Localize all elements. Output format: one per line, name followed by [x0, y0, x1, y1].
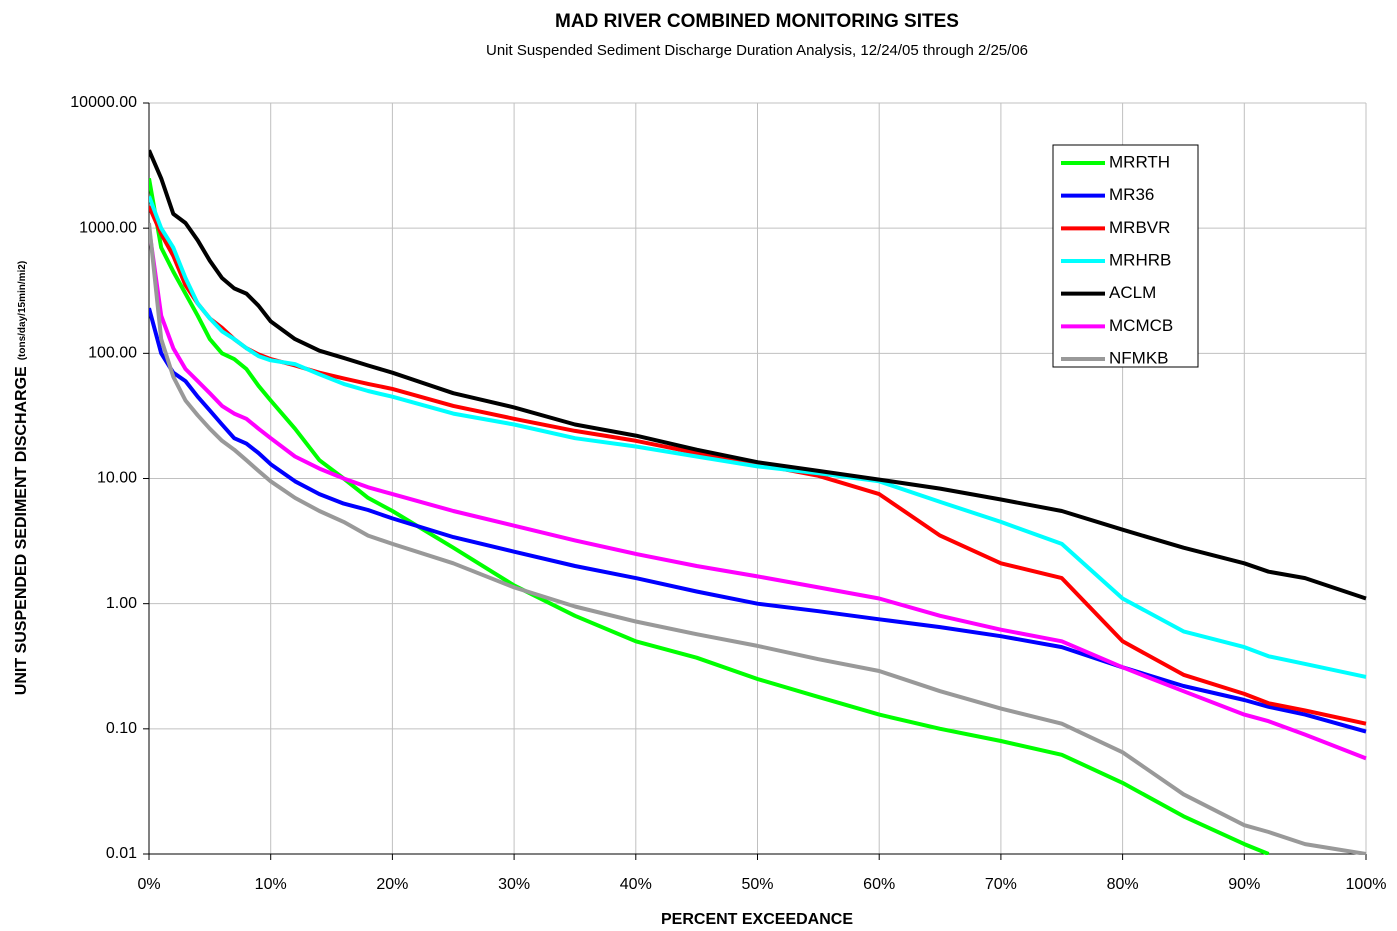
- x-tick-label: 20%: [376, 876, 408, 893]
- x-tick-label: 50%: [741, 876, 773, 893]
- legend-label: MCMCB: [1109, 316, 1173, 335]
- x-tick-label: 90%: [1228, 876, 1260, 893]
- x-tick-label: 100%: [1346, 876, 1387, 893]
- series-line: [149, 222, 1367, 855]
- x-tick-label: 10%: [255, 876, 287, 893]
- series-line: [149, 149, 1367, 601]
- series-line: [149, 227, 1367, 761]
- y-tick-label: 100.00: [88, 345, 137, 362]
- x-tick-label: 40%: [620, 876, 652, 893]
- x-axis-label: PERCENT EXCEEDANCE: [661, 911, 853, 928]
- x-tick-label: 70%: [985, 876, 1017, 893]
- legend-label: ACLM: [1109, 283, 1156, 302]
- x-tick-label: 0%: [137, 876, 160, 893]
- y-axis-title: UNIT SUSPENDED SEDIMENT DISCHARGE: [13, 366, 30, 695]
- series-line: [149, 195, 1367, 679]
- chart-title: MAD RIVER COMBINED MONITORING SITES: [555, 11, 959, 32]
- y-tick-label: 1000.00: [79, 219, 137, 236]
- x-tick-label: 30%: [498, 876, 530, 893]
- legend-box: [1052, 144, 1199, 368]
- series-line: [149, 178, 1270, 855]
- chart-subtitle: Unit Suspended Sediment Discharge Durati…: [486, 42, 1028, 59]
- legend-label: MRBVR: [1109, 218, 1170, 237]
- y-tick-label: 0.01: [106, 845, 137, 862]
- legend-label: MR36: [1109, 185, 1154, 204]
- legend-label: MRRTH: [1109, 152, 1170, 171]
- y-tick-label: 1.00: [106, 595, 137, 612]
- legend-label: MRHRB: [1109, 250, 1171, 269]
- y-tick-label: 10000.00: [70, 94, 137, 111]
- x-tick-label: 60%: [863, 876, 895, 893]
- legend-label: NFMKB: [1109, 348, 1169, 367]
- x-tick-label: 80%: [1107, 876, 1139, 893]
- y-tick-label: 10.00: [97, 470, 137, 487]
- y-axis-label: UNIT SUSPENDED SEDIMENT DISCHARGE (tons/d…: [13, 261, 30, 695]
- y-tick-label: 0.10: [106, 720, 137, 737]
- y-axis-unit: (tons/day/15min/mi2): [17, 261, 28, 360]
- plot-lines: [149, 149, 1367, 855]
